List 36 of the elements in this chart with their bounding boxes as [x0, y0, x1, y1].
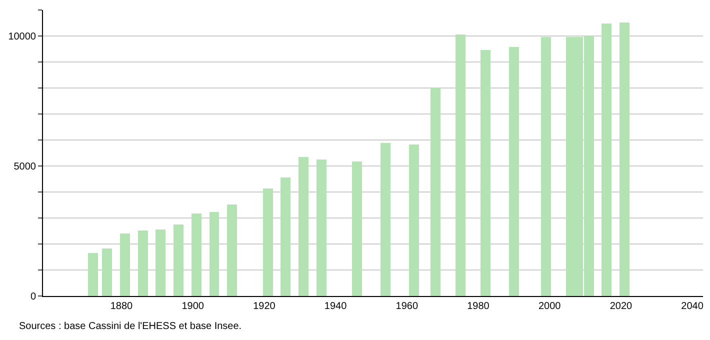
- bar: [480, 50, 490, 296]
- x-tick-label: 2000: [538, 301, 562, 312]
- bar: [352, 161, 362, 296]
- bar: [380, 142, 390, 296]
- x-tick-label: 1960: [396, 301, 418, 312]
- y-tick-label: 10000: [8, 32, 36, 42]
- x-tick-label: 1900: [182, 301, 204, 312]
- x-tick-label: 2040: [681, 301, 704, 312]
- bar: [316, 160, 326, 296]
- bar: [280, 177, 291, 296]
- bar: [409, 144, 420, 296]
- bar: [88, 253, 98, 296]
- x-tick-label: 1980: [467, 301, 490, 312]
- y-tick-label: 5000: [14, 162, 36, 172]
- bar: [191, 214, 202, 296]
- bar: [156, 229, 166, 296]
- bar: [541, 36, 552, 296]
- x-tick-label: 2020: [610, 301, 633, 312]
- x-tick-label: 1940: [324, 301, 348, 312]
- bar: [430, 87, 440, 296]
- bar: [620, 22, 630, 296]
- y-tick-label: 0: [30, 292, 36, 302]
- bar: [508, 47, 519, 296]
- bar: [102, 248, 112, 296]
- source-note: Sources : base Cassini de l'EHESS et base Insee.: [19, 321, 242, 332]
- x-tick-label: 1920: [253, 301, 276, 312]
- bar: [298, 156, 308, 296]
- bar: [120, 233, 130, 296]
- bar: [227, 204, 238, 296]
- bar: [455, 34, 466, 296]
- bar: [138, 230, 148, 296]
- bar: [262, 188, 273, 296]
- x-tick-label: 1880: [110, 301, 134, 312]
- bar: [209, 212, 220, 296]
- bar: [602, 23, 612, 296]
- bar: [174, 224, 184, 296]
